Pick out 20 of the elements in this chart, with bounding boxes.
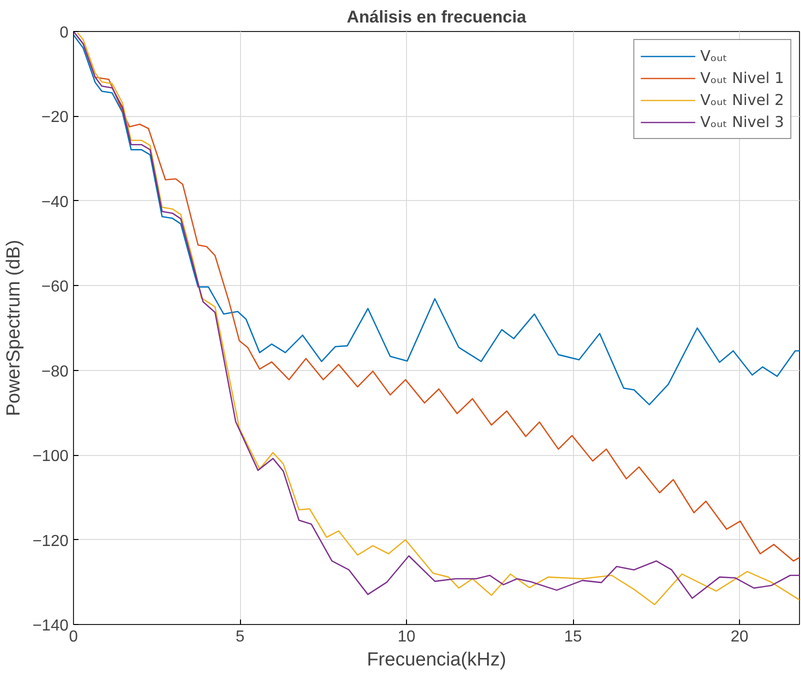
y-tick-label: −120 <box>32 532 69 550</box>
y-tick-label: −100 <box>32 448 69 466</box>
y-tick-label: 0 <box>60 24 69 42</box>
x-tick-label: 20 <box>730 628 749 646</box>
y-axis-title: PowerSpectrum (dB) <box>3 240 24 416</box>
chart-title: Análisis en frecuencia <box>346 8 527 26</box>
x-axis-title: Frecuencia(kHz) <box>366 650 506 670</box>
x-tick-label: 15 <box>564 628 582 646</box>
x-tick-label: 5 <box>236 628 245 646</box>
y-tick-label: −20 <box>41 109 69 126</box>
y-tick-label: −140 <box>32 618 69 634</box>
y-tick-label: −60 <box>41 278 69 296</box>
legend-label: Vₒᵤₜ Nivel 3 <box>700 113 784 131</box>
line-series <box>74 34 800 406</box>
y-tick-label: −80 <box>41 363 69 380</box>
legend-label: Vₒᵤₜ <box>700 47 728 65</box>
legend-label: Vₒᵤₜ Nivel 2 <box>700 91 784 109</box>
legend-label: Vₒᵤₜ Nivel 1 <box>700 69 784 87</box>
y-tick-label: −40 <box>41 194 69 211</box>
x-tick-label: 10 <box>398 628 416 646</box>
